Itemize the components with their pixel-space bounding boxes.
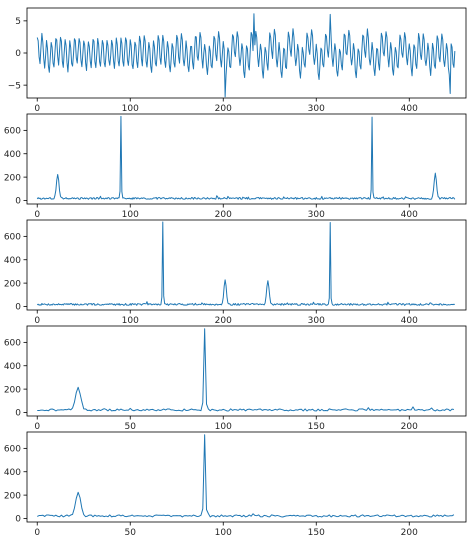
subplot-1: 0 100 200 300 400 −5 0 5 [8,7,467,114]
x-tick-label: 200 [215,210,232,220]
y-tick-label: 400 [4,468,21,478]
axes-frame [26,325,467,417]
x-tick-label: 100 [122,104,139,114]
y-tick-label: 600 [4,233,21,243]
axes-frame [26,113,467,205]
y-tick-label: 600 [4,445,21,455]
y-tick-label: −5 [8,81,21,91]
x-tick-label: 400 [401,104,418,114]
x-tick-label: 50 [125,422,137,432]
x-tick-label: 100 [215,528,232,538]
subplot-5: 0 50 100 150 200 0 200 400 600 [4,431,467,538]
x-tick-label: 50 [125,528,137,538]
y-tick-label: 600 [4,127,21,137]
y-tick-label: 200 [4,173,21,183]
x-tick-label: 300 [308,210,325,220]
y-tick-label: 5 [15,17,21,27]
series-line-2-1 [36,115,456,200]
x-tick-label: 100 [122,316,139,326]
y-tick-label: 400 [4,362,21,372]
x-tick-label: 150 [308,528,325,538]
y-tick-label: 0 [15,49,21,59]
x-tick-label: 200 [401,422,418,432]
y-tick-label: 200 [4,385,21,395]
axes-frame [26,219,467,311]
x-tick-label: 400 [401,316,418,326]
series-line-4-1 [37,328,455,412]
series-line-1-1 [36,13,456,98]
x-tick-label: 200 [215,104,232,114]
x-tick-label: 300 [308,316,325,326]
x-tick-label: 0 [34,422,40,432]
axes-frame [26,431,467,523]
subplot-3: 0 100 200 300 400 0 200 400 600 [4,219,467,326]
x-tick-label: 0 [34,210,40,220]
x-tick-label: 300 [308,104,325,114]
x-tick-label: 400 [401,210,418,220]
x-tick-label: 200 [215,316,232,326]
series-line-3-1 [36,221,455,306]
x-tick-label: 150 [308,422,325,432]
x-tick-label: 0 [34,528,40,538]
y-tick-label: 400 [4,150,21,160]
subplot-2: 0 100 200 300 400 0 200 400 600 [4,113,467,220]
x-tick-label: 100 [122,210,139,220]
y-tick-label: 600 [4,339,21,349]
x-tick-label: 0 [34,316,40,326]
y-tick-label: 0 [15,515,21,525]
y-tick-label: 200 [4,491,21,501]
y-tick-label: 0 [15,197,21,207]
x-tick-label: 200 [401,528,418,538]
x-tick-label: 100 [215,422,232,432]
series-line-5-1 [37,434,455,518]
subplot-4: 0 50 100 150 200 0 200 400 600 [4,325,467,432]
x-tick-label: 0 [34,104,40,114]
y-tick-label: 0 [15,303,21,313]
y-tick-label: 200 [4,279,21,289]
y-tick-label: 0 [15,409,21,419]
y-tick-label: 400 [4,256,21,266]
